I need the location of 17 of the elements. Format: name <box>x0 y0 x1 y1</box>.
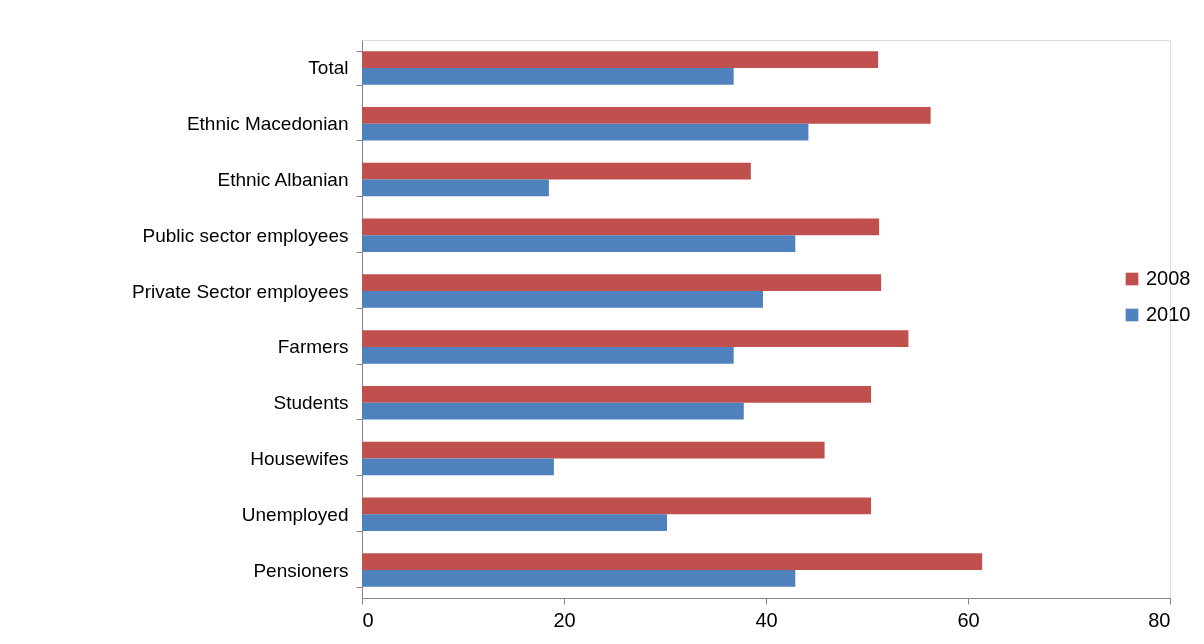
legend-label: 2008 <box>1146 267 1191 289</box>
legend-label: 2010 <box>1146 303 1191 325</box>
y-tick-label: Students <box>273 392 349 414</box>
y-tick-label: Ethnic Macedonian <box>186 113 349 135</box>
x-tick-label: 80 <box>1148 608 1171 631</box>
x-tick-label: 40 <box>755 608 778 631</box>
y-tick-label: Ethnic Albanian <box>217 169 349 190</box>
x-tick-label: 20 <box>553 608 576 631</box>
y-tick-label: Pensioners <box>253 559 349 581</box>
y-tick-label: Housewifes <box>250 448 349 469</box>
y-tick-label: Farmers <box>277 336 349 358</box>
y-tick-label: Unemployed <box>241 503 349 525</box>
y-tick-label: Private Sector employees <box>132 280 349 302</box>
y-tick-label: Total <box>308 57 349 79</box>
y-tick-label: Public sector employees <box>142 224 349 246</box>
x-tick-label: 60 <box>957 608 980 631</box>
x-tick-label: 0 <box>362 608 374 631</box>
